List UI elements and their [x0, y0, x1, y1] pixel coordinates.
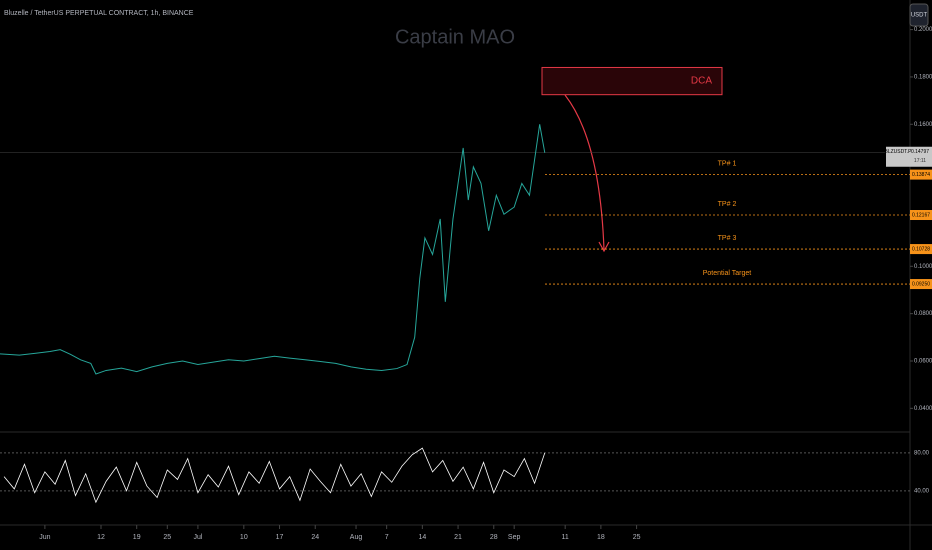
x-tick-label: Aug: [350, 534, 363, 541]
last-time: 17:11: [914, 158, 926, 164]
series-name: BLZUSDT.P: [885, 149, 913, 155]
currency-button[interactable]: [909, 3, 929, 27]
x-tick-label: 14: [418, 534, 426, 541]
x-tick-label: 28: [490, 534, 498, 541]
series-line: [0, 124, 546, 375]
level-price: 0.09250: [912, 281, 930, 287]
watermark: Captain MAO: [395, 26, 515, 48]
level-name: Potential Target: [703, 270, 752, 277]
level-name: TP# 1: [718, 160, 737, 167]
level-price: 0.13874: [912, 172, 930, 178]
x-tick-label: Jun: [39, 534, 50, 541]
currency-label: USDT: [911, 13, 928, 19]
level-price-box: [910, 244, 932, 255]
symbol-title: Bluzelle / TetherUS PERPETUAL CONTRACT, …: [4, 10, 194, 17]
y-tick-label: 80.00: [914, 450, 930, 456]
x-tick-label: 12: [97, 534, 105, 541]
x-tick-label: 17: [276, 534, 284, 541]
arrow: [564, 94, 605, 251]
x-tick-label: 18: [597, 534, 605, 541]
y-tick-label: 0.20000: [914, 27, 932, 33]
arrow-head: [598, 241, 610, 253]
last-price-box: [886, 146, 932, 167]
x-tick-label: Sep: [508, 534, 521, 541]
series-line: [3, 447, 546, 504]
last-price: 0.14797: [911, 149, 929, 155]
x-tick-label: 21: [454, 534, 462, 541]
level-price: 0.12167: [912, 212, 930, 218]
level-name: TP# 2: [718, 201, 737, 208]
dca-zone: [541, 66, 723, 96]
level-price-box: [910, 279, 932, 290]
x-tick-label: 19: [133, 534, 141, 541]
x-tick-label: 7: [385, 534, 389, 541]
x-tick-label: 24: [311, 534, 319, 541]
level-name: TP# 3: [718, 235, 737, 242]
x-tick-label: 25: [163, 534, 171, 541]
level-price-box: [910, 210, 932, 221]
level-price: 0.10728: [912, 246, 930, 252]
y-tick-label: 40.00: [914, 488, 930, 494]
dca-label: DCA: [691, 76, 712, 87]
x-tick-label: 10: [240, 534, 248, 541]
x-tick-label: 11: [562, 534, 569, 541]
x-tick-label: 25: [633, 534, 641, 541]
level-price-box: [910, 169, 932, 180]
x-tick-label: Jul: [193, 534, 202, 541]
